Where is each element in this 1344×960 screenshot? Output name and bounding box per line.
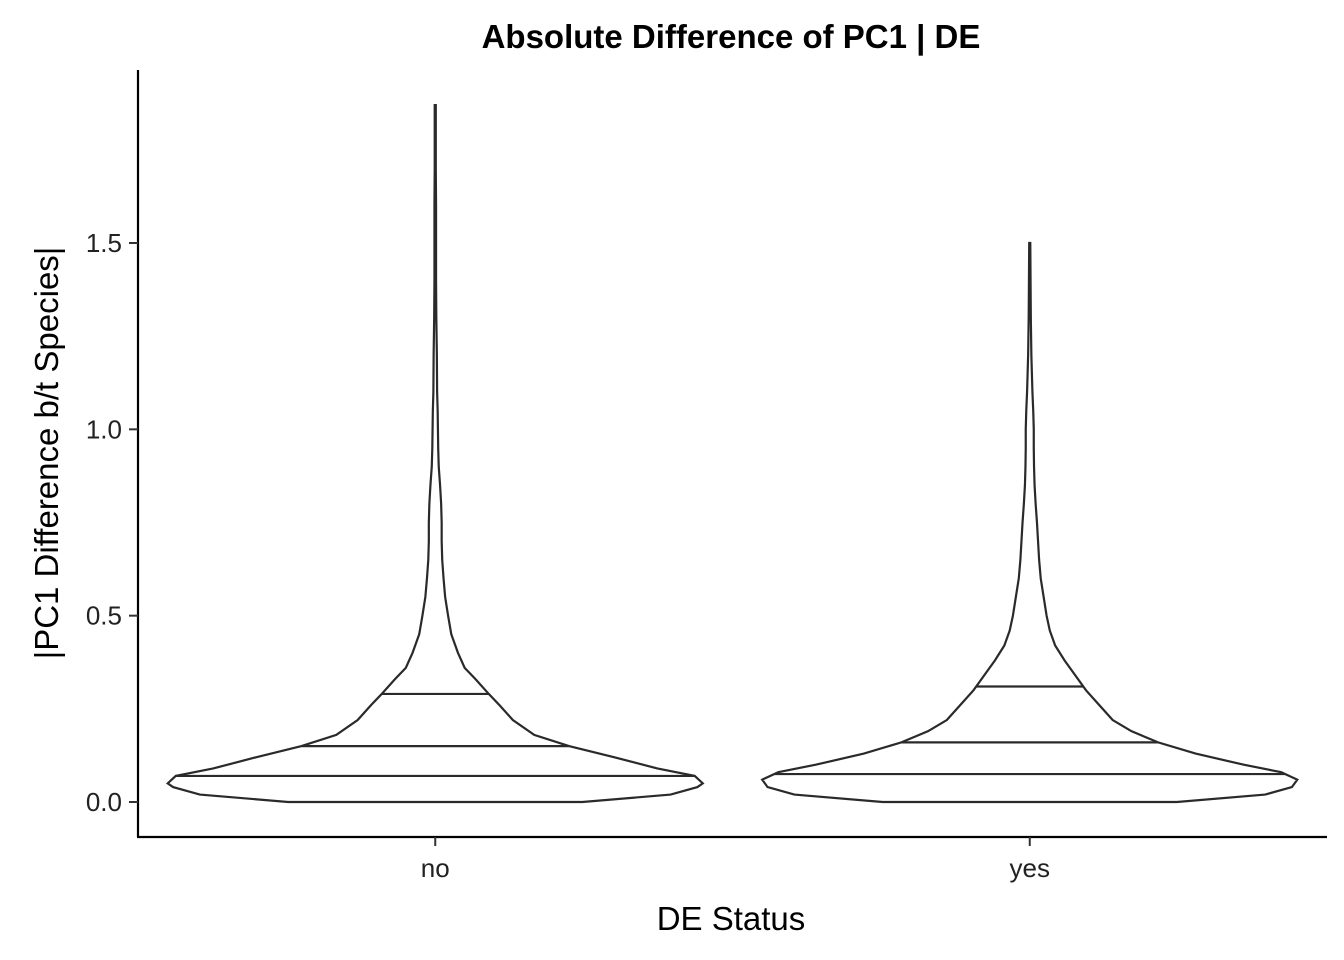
y-ticks-group: 0.0 0.5 1.0 1.5 (86, 228, 138, 817)
y-axis-title: |PC1 Difference b/t Species| (28, 247, 65, 660)
y-tick-label: 0.5 (86, 601, 122, 631)
violin-no (165, 104, 705, 804)
x-tick-label: no (421, 853, 450, 883)
y-tick-label: 1.5 (86, 228, 122, 258)
x-tick-label: yes (1010, 853, 1050, 883)
x-axis-title: DE Status (657, 900, 806, 937)
y-tick-label: 0.0 (86, 787, 122, 817)
violins-group (165, 104, 1299, 804)
y-tick-label: 1.0 (86, 414, 122, 444)
chart-title: Absolute Difference of PC1 | DE (482, 18, 981, 55)
violin-yes (760, 241, 1299, 804)
x-ticks-group: no yes (421, 837, 1050, 883)
